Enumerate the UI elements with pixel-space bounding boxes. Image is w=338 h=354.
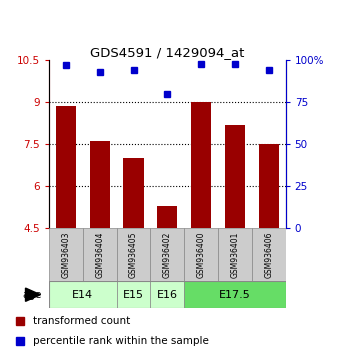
- Text: percentile rank within the sample: percentile rank within the sample: [33, 336, 209, 346]
- Bar: [191, 102, 211, 228]
- Text: GSM936401: GSM936401: [231, 232, 239, 278]
- Text: age: age: [23, 290, 42, 300]
- Bar: [83, 228, 117, 281]
- Text: GSM936404: GSM936404: [95, 232, 104, 278]
- Text: GSM936400: GSM936400: [197, 232, 206, 278]
- Title: GDS4591 / 1429094_at: GDS4591 / 1429094_at: [90, 46, 244, 59]
- Text: GSM936403: GSM936403: [62, 232, 70, 278]
- Bar: [56, 105, 76, 228]
- Text: E14: E14: [72, 290, 93, 300]
- Bar: [225, 125, 245, 228]
- Text: GSM936405: GSM936405: [129, 232, 138, 278]
- Polygon shape: [26, 288, 40, 301]
- Bar: [117, 281, 150, 308]
- Bar: [259, 144, 279, 228]
- Bar: [157, 206, 177, 228]
- Text: transformed count: transformed count: [33, 316, 130, 326]
- Bar: [123, 158, 144, 228]
- Text: E17.5: E17.5: [219, 290, 251, 300]
- Bar: [218, 228, 252, 281]
- Bar: [184, 281, 286, 308]
- Bar: [49, 281, 117, 308]
- Bar: [150, 228, 184, 281]
- Bar: [117, 228, 150, 281]
- Bar: [252, 228, 286, 281]
- Text: E16: E16: [157, 290, 178, 300]
- Bar: [90, 142, 110, 228]
- Text: GSM936402: GSM936402: [163, 232, 172, 278]
- Bar: [150, 281, 184, 308]
- Bar: [184, 228, 218, 281]
- Text: GSM936406: GSM936406: [264, 232, 273, 278]
- Text: E15: E15: [123, 290, 144, 300]
- Bar: [49, 228, 83, 281]
